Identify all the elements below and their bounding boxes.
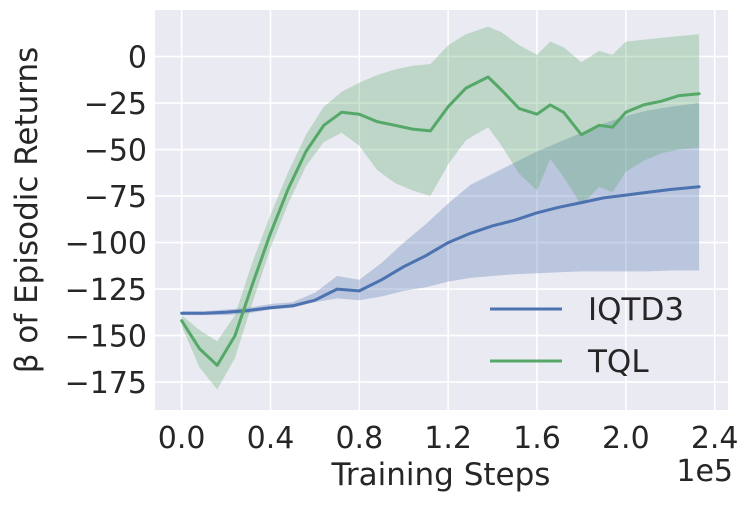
tick-labels: 0.0 0.4 0.8 1.2 1.6 2.0 2.4 0 −25 −50 −75 −100 −125 −…	[65, 41, 739, 456]
y-tick-label: 0	[128, 41, 147, 76]
x-tick-label: 2.4	[691, 421, 739, 456]
grid	[155, 10, 728, 410]
y-tick-label: −25	[84, 87, 147, 122]
x-axis-title: Training Steps	[331, 457, 551, 493]
series-line-iqtd3	[180, 185, 701, 315]
x-axis-offset-label: 1e5	[676, 454, 733, 489]
legend-label-tql: TQL	[587, 344, 649, 380]
y-tick-label: −50	[84, 134, 147, 169]
confidence-bands	[181, 26, 700, 390]
plot-background	[155, 10, 728, 410]
y-tick-label: −75	[84, 180, 147, 215]
series-line-tql	[180, 75, 701, 367]
legend: IQTD3 TQL	[490, 292, 684, 380]
x-tick-label: 0.4	[247, 421, 295, 456]
legend-label-iqtd3: IQTD3	[588, 292, 684, 328]
series-lines	[180, 75, 701, 367]
y-tick-label: −175	[65, 366, 147, 401]
x-tick-label: 2.0	[602, 421, 650, 456]
y-tick-label: −125	[65, 273, 147, 308]
x-tick-label: 0.0	[158, 421, 206, 456]
confidence-band-iqtd3	[181, 103, 700, 316]
x-tick-label: 1.2	[424, 421, 472, 456]
y-tick-label: −150	[65, 320, 147, 355]
y-tick-label: −100	[65, 227, 147, 262]
x-tick-label: 1.6	[513, 421, 561, 456]
confidence-band-tql	[181, 26, 700, 390]
y-axis-title: β of Episodic Returns	[9, 47, 45, 374]
x-tick-label: 0.8	[335, 421, 383, 456]
